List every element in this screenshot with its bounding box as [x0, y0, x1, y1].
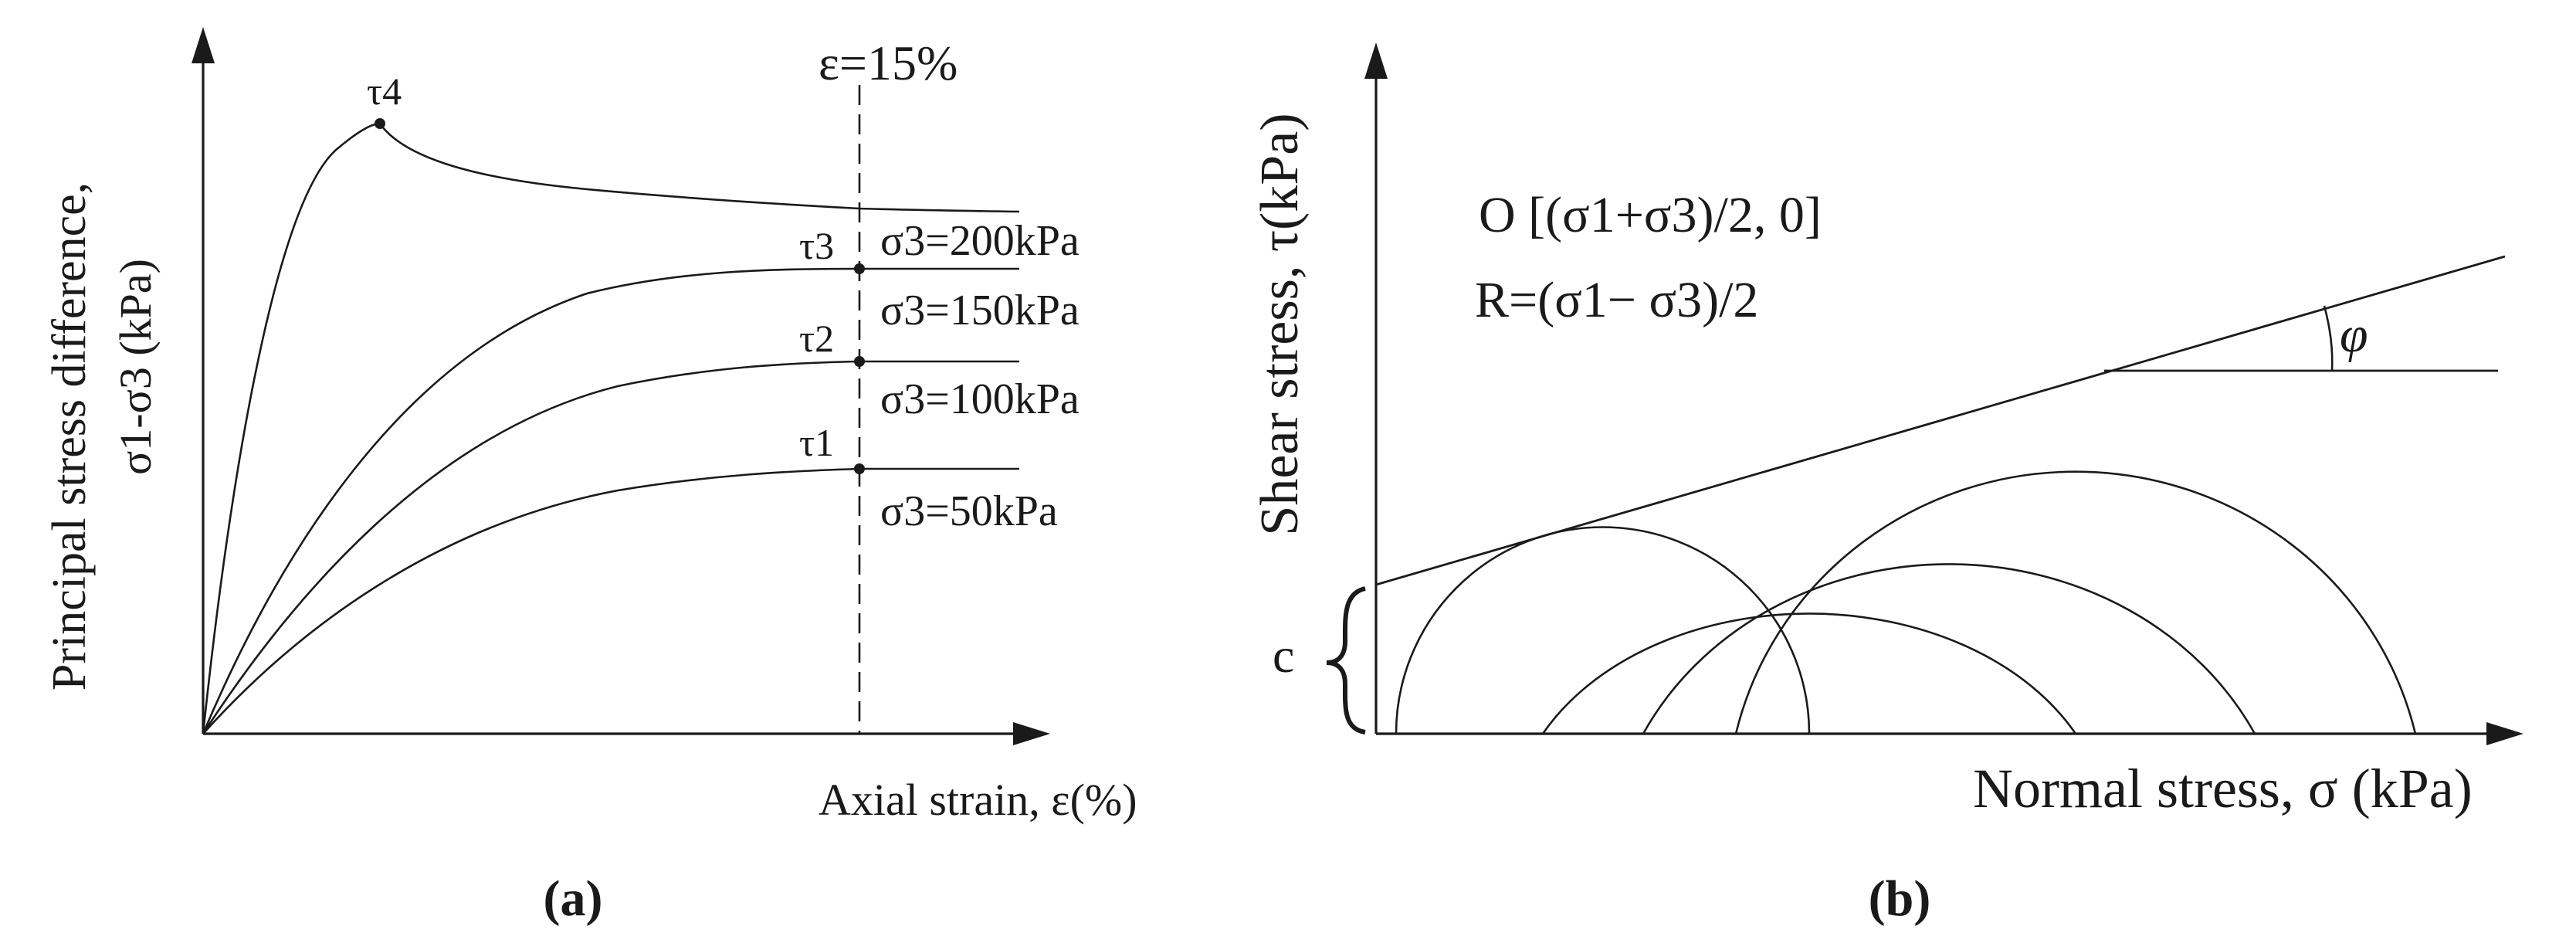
confining-label-200: σ3=200kPa	[880, 217, 1080, 265]
panel-b-x-axis-label: Normal stress, σ (kPa)	[1973, 758, 2473, 819]
radius-formula: R=(σ1− σ3)/2	[1475, 272, 1758, 328]
cohesion-label: c	[1273, 628, 1294, 683]
panel-b-x-arrow	[2486, 722, 2523, 745]
angle-arc	[2323, 305, 2334, 372]
cohesion-brace	[1326, 586, 1366, 735]
panel-a-x-arrow	[1013, 722, 1050, 745]
curve-sigma3-200	[202, 267, 1019, 735]
panel-a-y-axis-label-line1: Principal stress difference,	[43, 182, 96, 690]
panel-b: O [(σ1+σ3)/2, 0] R=(σ1− σ3)/2 φ c Normal…	[1250, 42, 2523, 927]
mohr-circle-1	[1395, 526, 1811, 735]
panel-b-y-arrow	[1364, 42, 1388, 79]
curve-sigma3-150	[202, 360, 1019, 735]
point-tau3	[854, 263, 865, 274]
confining-label-150: σ3=150kPa	[880, 287, 1080, 334]
panel-b-y-axis-label: Shear stress, τ(kPa)	[1250, 113, 1310, 535]
mohr-circle-2	[1541, 612, 2077, 735]
peak-label: τ4	[367, 70, 402, 113]
curve-peak	[202, 122, 1020, 735]
panel-a-label: (a)	[544, 870, 603, 927]
panel-a-x-axis-label: Axial strain, ε(%)	[819, 775, 1137, 825]
peak-point	[375, 118, 385, 129]
point-label-tau1: τ1	[799, 421, 834, 464]
curve-sigma3-100	[202, 467, 1019, 735]
panel-a: ε=15% τ4 τ3 τ2 τ1 σ3=200kPa σ3=150kPa σ3…	[43, 27, 1137, 927]
panel-a-y-arrow	[192, 27, 215, 63]
strain-marker-label: ε=15%	[819, 36, 958, 90]
failure-envelope	[1375, 255, 2506, 586]
mohr-circle-3	[1642, 563, 2256, 735]
center-formula: O [(σ1+σ3)/2, 0]	[1479, 187, 1822, 243]
point-tau2	[854, 356, 865, 367]
point-label-tau2: τ2	[799, 317, 834, 360]
confining-label-50: σ3=50kPa	[880, 487, 1058, 535]
panel-a-y-axis-label-line2: σ1-σ3 (kPa)	[110, 259, 161, 475]
point-tau1	[854, 463, 865, 474]
point-label-tau3: τ3	[799, 224, 834, 267]
mohr-circle-4	[1734, 470, 2417, 735]
confining-label-100: σ3=100kPa	[880, 375, 1080, 423]
friction-angle-label: φ	[2340, 307, 2368, 363]
panel-b-label: (b)	[1869, 870, 1931, 927]
